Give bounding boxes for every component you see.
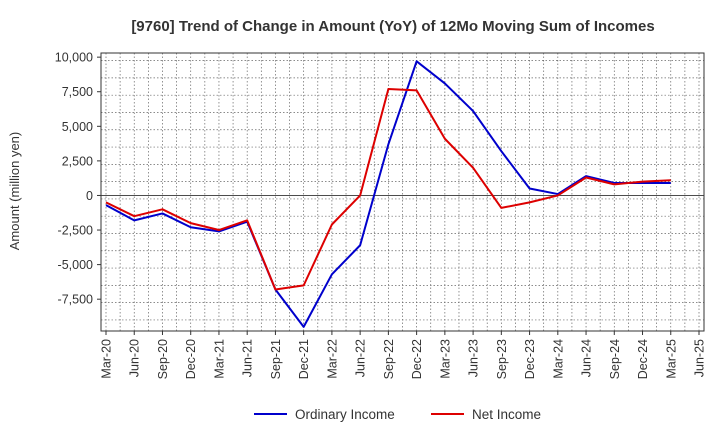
x-tick-label: Mar-23 [438, 339, 452, 379]
x-tick-label: Dec-24 [636, 339, 650, 379]
x-tick-label: Sep-20 [156, 339, 170, 379]
series-line-0 [105, 60, 671, 328]
x-tick-label: Sep-24 [608, 339, 622, 379]
x-tick-label: Jun-25 [693, 339, 707, 377]
x-tick-label: Jun-24 [580, 339, 594, 377]
x-tick-label: Sep-22 [382, 339, 396, 379]
x-tick-label: Jun-20 [128, 339, 142, 377]
x-tick-label: Dec-23 [523, 339, 537, 379]
y-tick-label: 5,000 [62, 120, 93, 134]
legend-label: Ordinary Income [295, 407, 395, 422]
legend-label: Net Income [472, 407, 541, 422]
x-tick-label: Mar-24 [551, 339, 565, 379]
x-tick-label: Mar-25 [664, 339, 678, 379]
x-tick-label: Mar-22 [325, 339, 339, 379]
x-tick-label: Jun-22 [354, 339, 368, 377]
x-tick-label: Jun-21 [241, 339, 255, 377]
y-axis-label: Amount (million yen) [7, 132, 22, 251]
x-tick-label: Mar-21 [212, 339, 226, 379]
chart-title: [9760] Trend of Change in Amount (YoY) o… [131, 18, 654, 35]
y-tick-label: -2,500 [58, 224, 93, 238]
y-tick-label: 10,000 [55, 51, 93, 65]
y-axis-ticks: 10,000 7,500 5,000 2,500 0 -2,500 -5,000 -7,500 [55, 51, 101, 307]
x-tick-label: Sep-23 [495, 339, 509, 379]
x-tick-label: Sep-21 [269, 339, 283, 379]
y-tick-label: 2,500 [62, 154, 93, 168]
series-line-1 [105, 87, 671, 291]
x-tick-label: Jun-23 [467, 339, 481, 377]
y-tick-label: 0 [86, 189, 93, 203]
x-tick-label: Dec-22 [410, 339, 424, 379]
y-tick-label: -5,000 [58, 258, 93, 272]
series-lines [105, 60, 671, 328]
plot-area [100, 52, 705, 332]
x-tick-label: Dec-20 [184, 339, 198, 379]
x-tick-label: Dec-21 [297, 339, 311, 379]
legend: Ordinary Income Net Income [254, 407, 541, 422]
y-tick-label: -7,500 [58, 293, 93, 307]
x-axis-ticks: Mar-20 Jun-20 Sep-20 Dec-20 Mar-21 Jun-21 Sep-… [100, 331, 707, 379]
grid-lines [101, 53, 704, 331]
y-tick-label: 7,500 [62, 85, 93, 99]
x-tick-label: Mar-20 [100, 339, 114, 379]
